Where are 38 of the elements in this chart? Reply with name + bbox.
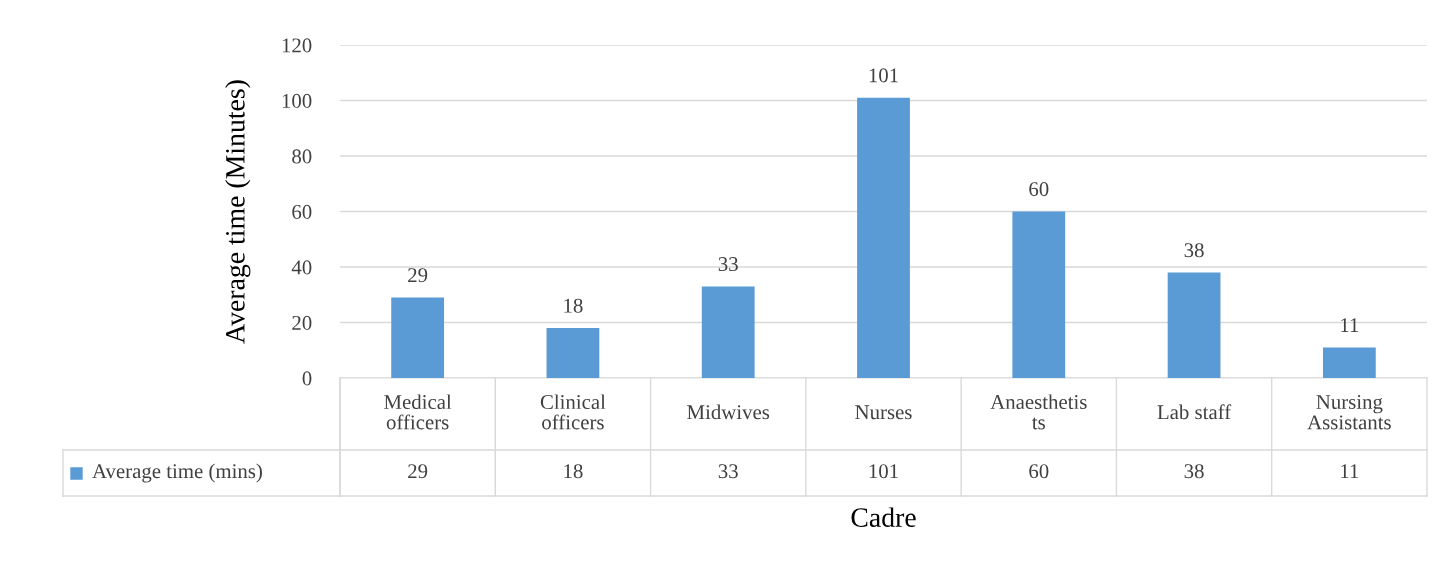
bar: [701, 286, 755, 378]
x-tick-label: Medical officers: [384, 394, 452, 430]
x-tick-label: Midwives: [687, 404, 770, 420]
y-tick-label: 80: [292, 149, 312, 164]
bar: [391, 297, 445, 378]
bar: [857, 97, 910, 378]
text: 11: [1341, 464, 1359, 479]
bar: [1012, 211, 1066, 378]
data-label: 11: [1341, 318, 1359, 332]
x-tick-label: Nurses: [855, 405, 912, 420]
y-tick-label: 120: [282, 38, 312, 53]
y-tick-label: 20: [292, 315, 312, 330]
x-tick-label: Nursing Assistants: [1307, 394, 1391, 430]
y-tick-label: 100: [282, 93, 312, 108]
text: 60: [1029, 464, 1049, 479]
y-tick-label: 40: [291, 260, 312, 275]
data-label: 60: [1029, 182, 1049, 197]
text: 18: [564, 464, 583, 479]
data-label: 18: [564, 298, 583, 313]
bar: [1167, 272, 1221, 378]
text: 33: [718, 464, 738, 479]
data-label: 101: [869, 68, 898, 83]
bar: [546, 328, 600, 378]
y-axis-title: Average time (Minutes): [225, 80, 251, 344]
text: 38: [1184, 464, 1204, 479]
x-tick-label: Clinical officers: [540, 394, 606, 430]
legend-label: Average time (mins): [92, 463, 262, 483]
x-tick-label: Anaesthetists: [990, 394, 1087, 430]
data-label: 33: [718, 257, 738, 272]
y-tick-label: 60: [292, 204, 312, 219]
bar: [1322, 347, 1376, 378]
text: 101: [869, 464, 898, 479]
x-axis-title: Cadre: [851, 507, 916, 527]
data-label: 29: [408, 268, 428, 283]
x-tick-label: Lab staff: [1157, 404, 1232, 420]
text: 29: [408, 464, 428, 479]
data-label: 38: [1184, 243, 1204, 258]
y-tick-label: 0: [302, 371, 312, 386]
